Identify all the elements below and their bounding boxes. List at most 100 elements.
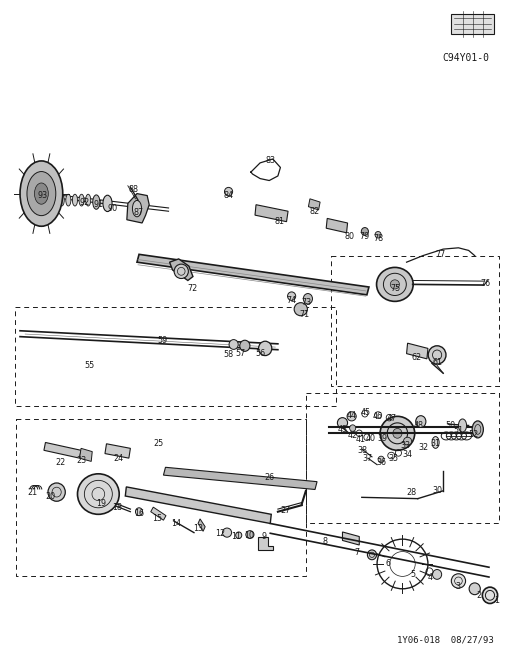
Ellipse shape — [392, 428, 401, 438]
Text: 59: 59 — [157, 336, 167, 345]
Ellipse shape — [77, 474, 119, 514]
Text: 83: 83 — [265, 157, 275, 166]
Ellipse shape — [66, 195, 71, 206]
Text: 5: 5 — [409, 570, 414, 579]
Ellipse shape — [48, 483, 65, 501]
Text: 76: 76 — [480, 278, 490, 288]
Text: 9: 9 — [261, 532, 266, 541]
Text: 41: 41 — [355, 436, 365, 444]
Text: 36: 36 — [376, 458, 385, 466]
Text: 50: 50 — [445, 421, 455, 430]
Ellipse shape — [389, 280, 399, 289]
Text: 12: 12 — [215, 529, 225, 538]
Polygon shape — [308, 199, 320, 210]
Text: 90: 90 — [107, 204, 118, 213]
Ellipse shape — [222, 528, 231, 537]
Text: 42: 42 — [347, 431, 357, 440]
Polygon shape — [137, 254, 368, 295]
Text: 1Y06-018  08/27/93: 1Y06-018 08/27/93 — [397, 636, 493, 645]
Ellipse shape — [432, 569, 441, 579]
Ellipse shape — [224, 187, 232, 196]
Polygon shape — [169, 259, 192, 280]
Text: 38: 38 — [357, 446, 367, 455]
Text: 39: 39 — [376, 434, 386, 443]
Text: 15: 15 — [152, 514, 162, 523]
Ellipse shape — [482, 587, 497, 603]
Ellipse shape — [239, 340, 249, 351]
Ellipse shape — [403, 438, 411, 445]
Polygon shape — [44, 443, 81, 458]
Ellipse shape — [458, 419, 466, 432]
Text: 75: 75 — [389, 284, 400, 293]
Text: 51: 51 — [453, 426, 463, 435]
Text: 72: 72 — [187, 284, 197, 293]
Text: 10: 10 — [243, 531, 253, 540]
Ellipse shape — [35, 183, 48, 204]
Ellipse shape — [132, 200, 142, 217]
Text: 78: 78 — [372, 234, 382, 243]
Polygon shape — [127, 194, 149, 223]
Text: 80: 80 — [344, 232, 353, 240]
Polygon shape — [406, 343, 427, 359]
Text: 82: 82 — [309, 207, 320, 215]
Text: 56: 56 — [254, 349, 265, 358]
Text: 24: 24 — [114, 454, 124, 462]
Ellipse shape — [415, 416, 425, 428]
Ellipse shape — [20, 161, 63, 226]
Ellipse shape — [245, 531, 253, 538]
Text: 74: 74 — [286, 295, 296, 305]
Ellipse shape — [377, 456, 383, 462]
Ellipse shape — [349, 425, 355, 432]
Text: 81: 81 — [274, 217, 284, 226]
Ellipse shape — [431, 437, 438, 448]
Text: 8: 8 — [322, 537, 327, 546]
Text: 7: 7 — [353, 548, 358, 557]
Ellipse shape — [468, 583, 479, 595]
Text: 44: 44 — [346, 411, 356, 420]
Text: 48: 48 — [413, 421, 423, 430]
Ellipse shape — [428, 346, 445, 364]
Text: 58: 58 — [223, 350, 233, 360]
FancyBboxPatch shape — [450, 14, 493, 34]
Text: 19: 19 — [96, 499, 106, 508]
Polygon shape — [254, 205, 288, 221]
Text: 52: 52 — [468, 430, 478, 439]
Text: 88: 88 — [129, 185, 138, 193]
Text: 55: 55 — [84, 361, 95, 370]
Text: 13: 13 — [193, 524, 203, 533]
Ellipse shape — [135, 508, 143, 515]
Text: 61: 61 — [431, 358, 441, 367]
Polygon shape — [342, 532, 358, 545]
Ellipse shape — [235, 532, 241, 538]
Text: 28: 28 — [406, 487, 416, 496]
Ellipse shape — [86, 195, 91, 206]
Ellipse shape — [287, 292, 295, 301]
Ellipse shape — [303, 293, 312, 304]
Text: 2: 2 — [475, 591, 480, 600]
Text: 25: 25 — [153, 440, 163, 448]
Text: C94Y01-0: C94Y01-0 — [441, 53, 488, 63]
Ellipse shape — [229, 339, 238, 349]
Ellipse shape — [79, 195, 84, 206]
Ellipse shape — [258, 341, 271, 356]
Polygon shape — [326, 218, 347, 233]
Text: 47: 47 — [385, 415, 395, 423]
Text: 22: 22 — [55, 458, 66, 466]
Text: 57: 57 — [235, 349, 245, 358]
Ellipse shape — [103, 195, 112, 212]
Text: 20: 20 — [45, 491, 55, 500]
Text: 16: 16 — [134, 509, 144, 518]
Ellipse shape — [360, 227, 367, 235]
Text: 33: 33 — [400, 441, 410, 449]
Text: 14: 14 — [171, 519, 181, 528]
Text: 91: 91 — [93, 200, 103, 209]
Text: 71: 71 — [299, 310, 309, 319]
Text: 46: 46 — [373, 412, 382, 421]
Text: 45: 45 — [360, 408, 370, 417]
Ellipse shape — [376, 267, 412, 301]
Text: 1: 1 — [493, 596, 498, 605]
Polygon shape — [79, 448, 92, 461]
Text: 62: 62 — [411, 353, 421, 362]
Text: 11: 11 — [230, 532, 240, 541]
Polygon shape — [151, 507, 165, 520]
